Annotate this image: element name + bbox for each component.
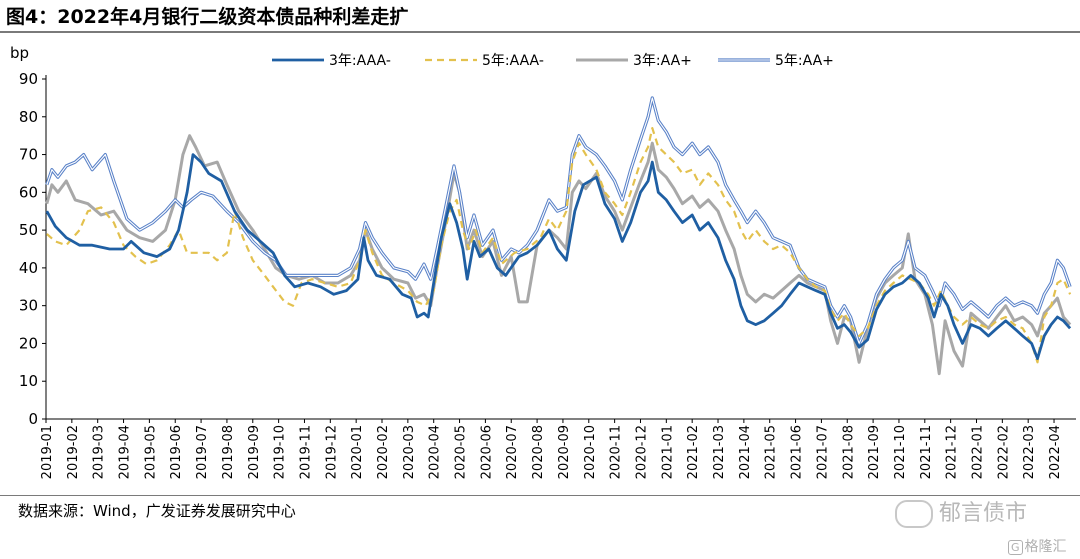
y-axis-label: bp <box>10 44 29 62</box>
x-tick-label: 2019-03 <box>92 425 107 479</box>
x-tick-label: 2019-06 <box>169 425 184 479</box>
x-tick-label: 2019-04 <box>118 425 133 479</box>
series-line-4 <box>45 96 1072 345</box>
x-tick-label: 2021-11 <box>919 425 934 479</box>
x-tick-label: 2019-10 <box>273 425 288 479</box>
legend-label: 3年:AA+ <box>633 53 692 69</box>
y-tick-label: 40 <box>19 259 38 277</box>
legend-item-2: 5年:AAA- <box>425 53 544 69</box>
legend-label: 5年:AAA- <box>482 53 544 69</box>
y-tick-label: 0 <box>28 410 38 428</box>
y-tick-label: 70 <box>19 146 38 164</box>
x-tick-label: 2020-02 <box>376 425 391 479</box>
x-tick-label: 2021-03 <box>712 425 727 479</box>
x-tick-label: 2020-09 <box>557 425 572 479</box>
x-tick-label: 2019-08 <box>221 425 236 479</box>
series-line-4-inner <box>46 97 1071 344</box>
x-tick-label: 2020-06 <box>479 425 494 479</box>
watermark-text: 郁言债市 <box>939 501 1028 526</box>
x-tick-label: 2021-07 <box>815 425 830 479</box>
y-tick-label: 20 <box>19 334 38 352</box>
x-tick-label: 2020-03 <box>402 425 417 479</box>
series-line-3 <box>45 134 1072 376</box>
legend-item-4: 5年:AA+ <box>718 53 834 69</box>
y-tick-label: 90 <box>19 70 38 88</box>
x-tick-label: 2022-04 <box>1048 425 1063 479</box>
x-tick-label: 2021-06 <box>790 425 805 479</box>
watermark: 郁言债市 <box>895 495 1027 528</box>
legend-label: 5年:AA+ <box>775 53 834 69</box>
y-tick-label: 10 <box>19 372 38 390</box>
y-tick-label: 60 <box>19 183 38 201</box>
series-layer <box>45 96 1072 376</box>
footer-divider <box>0 495 1080 496</box>
x-tick-label: 2022-03 <box>1022 425 1037 479</box>
title-divider <box>0 31 1080 33</box>
x-tick-label: 2019-09 <box>247 425 262 479</box>
x-tick-label: 2020-12 <box>634 425 649 479</box>
series-line-1 <box>45 153 1072 360</box>
x-tick-label: 2019-01 <box>40 425 55 479</box>
line-chart: 0 10 20 30 40 50 60 70 80 90 2019-01 2019-02 2019-03… <box>10 44 1076 479</box>
x-tick-label: 2021-01 <box>660 425 675 479</box>
x-tick-label: 2021-09 <box>867 425 882 479</box>
x-tick-label: 2019-12 <box>324 425 339 479</box>
x-tick-label: 2019-11 <box>298 425 313 479</box>
x-tick-label: 2020-05 <box>454 425 469 479</box>
watermark-small-text: 格隆汇 <box>1024 539 1067 555</box>
x-tick-label: 2021-12 <box>945 425 960 479</box>
x-tick-label: 2019-02 <box>66 425 81 479</box>
legend-item-3: 3年:AA+ <box>576 53 692 69</box>
figure-title: 图4：2022年4月银行二级资本债品种利差走扩 <box>6 6 409 28</box>
x-tick-label: 2021-04 <box>738 425 753 479</box>
y-tick-label: 30 <box>19 297 38 315</box>
x-tick-label: 2020-04 <box>428 425 443 479</box>
x-tick-label: 2021-10 <box>893 425 908 479</box>
x-tick-label: 2022-02 <box>996 425 1011 479</box>
x-tick-label: 2022-01 <box>970 425 985 479</box>
legend-label: 3年:AAA- <box>329 53 391 69</box>
y-tick-label: 80 <box>19 108 38 126</box>
watermark-small: G 格隆汇 <box>1008 536 1067 556</box>
y-tick-label: 50 <box>19 221 38 239</box>
x-tick-label: 2020-07 <box>505 425 520 479</box>
x-tick-label: 2021-05 <box>764 425 779 479</box>
x-tick-label: 2020-10 <box>583 425 598 479</box>
axes-layer: 0 10 20 30 40 50 60 70 80 90 2019-01 2019-02 2019-03… <box>19 70 1076 479</box>
x-tick-label: 2019-05 <box>143 425 158 479</box>
x-tick-label: 2020-08 <box>531 425 546 479</box>
source-note: 数据来源：Wind，广发证券发展研究中心 <box>18 502 296 520</box>
logo-icon: G <box>1008 540 1023 555</box>
legend-item-1: 3年:AAA- <box>272 53 391 69</box>
x-tick-label: 2020-11 <box>609 425 624 479</box>
x-tick-label: 2020-01 <box>350 425 365 479</box>
wechat-icon <box>895 500 933 528</box>
x-tick-label: 2021-08 <box>841 425 856 479</box>
x-tick-label: 2021-02 <box>686 425 701 479</box>
legend: 3年:AAA- 5年:AAA- 3年:AA+ 5年:AA+ <box>272 53 834 69</box>
x-tick-label: 2019-07 <box>195 425 210 479</box>
